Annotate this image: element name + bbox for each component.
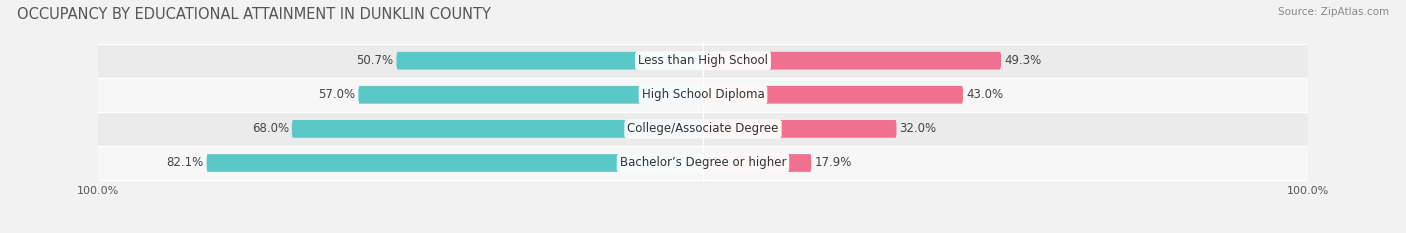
FancyBboxPatch shape <box>703 120 897 138</box>
Text: 32.0%: 32.0% <box>900 122 936 135</box>
FancyBboxPatch shape <box>207 154 703 172</box>
FancyBboxPatch shape <box>703 154 811 172</box>
Text: 43.0%: 43.0% <box>966 88 1002 101</box>
Text: 17.9%: 17.9% <box>814 157 852 169</box>
Bar <box>98 78 1308 112</box>
FancyBboxPatch shape <box>292 120 703 138</box>
FancyBboxPatch shape <box>703 86 963 104</box>
Text: OCCUPANCY BY EDUCATIONAL ATTAINMENT IN DUNKLIN COUNTY: OCCUPANCY BY EDUCATIONAL ATTAINMENT IN D… <box>17 7 491 22</box>
FancyBboxPatch shape <box>396 52 703 70</box>
Bar <box>98 112 1308 146</box>
Text: Bachelor’s Degree or higher: Bachelor’s Degree or higher <box>620 157 786 169</box>
Text: 49.3%: 49.3% <box>1004 54 1042 67</box>
Bar <box>98 44 1308 78</box>
Bar <box>98 146 1308 180</box>
FancyBboxPatch shape <box>359 86 703 104</box>
Text: Source: ZipAtlas.com: Source: ZipAtlas.com <box>1278 7 1389 17</box>
Text: High School Diploma: High School Diploma <box>641 88 765 101</box>
Text: College/Associate Degree: College/Associate Degree <box>627 122 779 135</box>
Text: Less than High School: Less than High School <box>638 54 768 67</box>
FancyBboxPatch shape <box>703 52 1001 70</box>
Text: 82.1%: 82.1% <box>166 157 204 169</box>
Text: 50.7%: 50.7% <box>356 54 394 67</box>
Text: 68.0%: 68.0% <box>252 122 288 135</box>
Text: 57.0%: 57.0% <box>318 88 356 101</box>
